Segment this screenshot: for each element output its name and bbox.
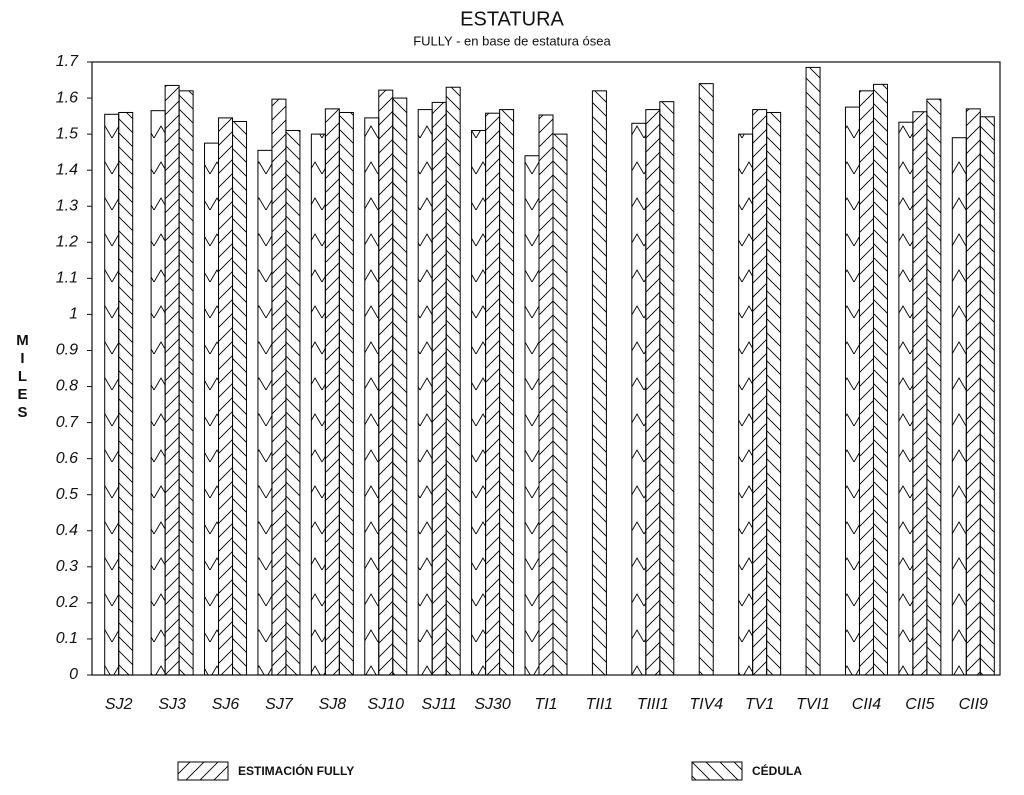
- x-tick-label: TVI1: [796, 696, 830, 713]
- bar: [912, 111, 928, 676]
- bar: [178, 90, 194, 676]
- y-tick-label: 1.2: [56, 234, 78, 251]
- bar: [445, 86, 461, 676]
- x-tick-label: TII1: [586, 696, 614, 713]
- x-tick-label: SJ11: [422, 696, 457, 713]
- y-tick-label: 0.1: [56, 630, 78, 647]
- bar: [392, 97, 408, 676]
- bar: [118, 111, 134, 676]
- y-tick-label: 0.9: [56, 342, 78, 359]
- y-tick-label: 1.7: [56, 53, 79, 70]
- y-tick-label: 1.4: [56, 161, 78, 178]
- bar: [552, 133, 568, 676]
- bar: [524, 155, 540, 676]
- bar: [257, 149, 273, 676]
- bar: [631, 122, 647, 676]
- x-tick-label: TI1: [534, 696, 557, 713]
- bar: [898, 121, 914, 676]
- x-tick-label: SJ7: [265, 696, 294, 713]
- bar: [926, 98, 942, 676]
- bar: [659, 101, 675, 676]
- x-tick-label: SJ30: [474, 696, 511, 713]
- bar: [499, 109, 515, 676]
- x-tick-label: CII5: [905, 696, 934, 713]
- bar: [766, 111, 782, 676]
- bar: [698, 83, 714, 676]
- x-tick-label: CII9: [959, 696, 988, 713]
- y-tick-label: 0.6: [56, 450, 78, 467]
- bar: [218, 117, 234, 676]
- bar: [285, 130, 301, 676]
- x-tick-label: CII4: [852, 696, 881, 713]
- y-tick-label: 1.6: [56, 89, 78, 106]
- bar: [310, 133, 326, 676]
- chart-title: ESTATURA: [460, 8, 564, 30]
- bar: [965, 108, 981, 676]
- y-tick-label: 1.5: [56, 125, 78, 142]
- bar: [471, 130, 487, 676]
- y-tick-label: 1.3: [56, 197, 78, 214]
- x-tick-label: TIII1: [637, 696, 669, 713]
- y-tick-label: 0: [69, 666, 78, 683]
- bar: [338, 111, 354, 676]
- bar: [844, 106, 860, 676]
- y-tick-label: 1: [69, 306, 78, 323]
- bar: [104, 113, 120, 676]
- bar: [431, 101, 447, 676]
- bar: [378, 89, 394, 676]
- x-tick-label: TIV4: [689, 696, 723, 713]
- x-tick-label: TV1: [745, 696, 774, 713]
- y-tick-label: 0.5: [56, 486, 78, 503]
- x-tick-label: SJ10: [368, 696, 405, 713]
- legend-label: ESTIMACIÓN FULLY: [238, 763, 354, 778]
- y-tick-label: 1.1: [56, 270, 78, 287]
- bar: [364, 117, 380, 676]
- y-tick-label: 0.3: [56, 558, 78, 575]
- bar: [324, 108, 340, 676]
- bar: [872, 83, 888, 676]
- bar: [858, 90, 874, 676]
- legend-label: CÉDULA: [752, 763, 802, 778]
- bar: [591, 90, 607, 676]
- y-axis-label: MILES: [14, 332, 31, 422]
- legend-swatch: [691, 761, 743, 781]
- bar: [538, 114, 554, 676]
- bar: [204, 142, 220, 676]
- x-tick-label: SJ2: [105, 696, 133, 713]
- bar: [752, 109, 768, 676]
- chart-subtitle: FULLY - en base de estatura ósea: [413, 33, 611, 48]
- y-tick-label: 0.4: [56, 522, 78, 539]
- x-tick-label: SJ6: [212, 696, 240, 713]
- bar: [805, 66, 821, 676]
- bar: [951, 137, 967, 676]
- bar: [417, 109, 433, 676]
- y-tick-label: 0.8: [56, 378, 78, 395]
- x-tick-label: SJ8: [319, 696, 347, 713]
- y-tick-label: 0.7: [56, 414, 79, 431]
- bar: [164, 84, 180, 676]
- y-tick-label: 0.2: [56, 594, 78, 611]
- legend-swatch: [177, 761, 229, 781]
- bar: [738, 133, 754, 676]
- x-tick-label: SJ3: [158, 696, 186, 713]
- bar: [150, 110, 166, 676]
- bar: [979, 116, 995, 676]
- bar: [485, 112, 501, 676]
- bar: [232, 120, 248, 676]
- bar: [271, 98, 287, 676]
- bar: [645, 109, 661, 676]
